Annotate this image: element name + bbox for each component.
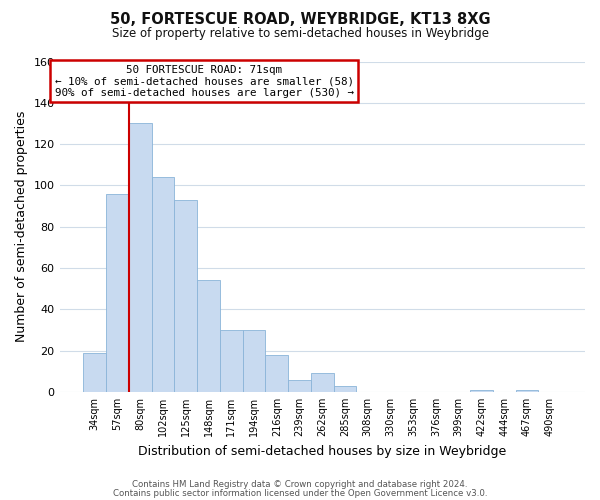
X-axis label: Distribution of semi-detached houses by size in Weybridge: Distribution of semi-detached houses by … <box>138 444 506 458</box>
Bar <box>470 390 493 392</box>
Text: Contains HM Land Registry data © Crown copyright and database right 2024.: Contains HM Land Registry data © Crown c… <box>132 480 468 489</box>
Bar <box>334 386 356 392</box>
Y-axis label: Number of semi-detached properties: Number of semi-detached properties <box>15 111 28 342</box>
Bar <box>220 330 242 392</box>
Bar <box>265 355 288 392</box>
Bar <box>175 200 197 392</box>
Bar <box>515 390 538 392</box>
Bar <box>288 380 311 392</box>
Bar <box>106 194 129 392</box>
Text: 50 FORTESCUE ROAD: 71sqm
← 10% of semi-detached houses are smaller (58)
90% of s: 50 FORTESCUE ROAD: 71sqm ← 10% of semi-d… <box>55 65 353 98</box>
Text: 50, FORTESCUE ROAD, WEYBRIDGE, KT13 8XG: 50, FORTESCUE ROAD, WEYBRIDGE, KT13 8XG <box>110 12 490 28</box>
Bar <box>311 374 334 392</box>
Bar <box>152 177 175 392</box>
Text: Size of property relative to semi-detached houses in Weybridge: Size of property relative to semi-detach… <box>112 28 488 40</box>
Bar <box>197 280 220 392</box>
Bar <box>83 352 106 392</box>
Text: Contains public sector information licensed under the Open Government Licence v3: Contains public sector information licen… <box>113 489 487 498</box>
Bar <box>242 330 265 392</box>
Bar <box>129 124 152 392</box>
